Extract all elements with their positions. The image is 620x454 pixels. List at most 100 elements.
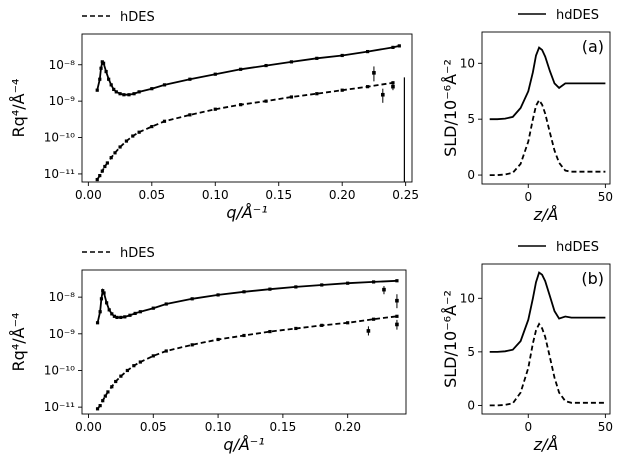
data-point (118, 145, 122, 149)
x-tick-label: 0.10 (202, 188, 229, 202)
y-tick-label: 10⁻¹¹ (44, 167, 75, 181)
data-point (391, 84, 395, 89)
y-axis-label: SLD/10⁻⁶Å⁻² (441, 59, 460, 157)
data-point (391, 81, 395, 85)
solid-fit-line (96, 45, 400, 96)
legend: hDES (82, 10, 155, 25)
data-point (346, 281, 350, 285)
data-point (365, 85, 370, 89)
data-point (102, 291, 106, 295)
data-point (119, 374, 123, 378)
x-tick-label: 50 (598, 420, 613, 434)
data-point (105, 161, 109, 165)
data-point (95, 321, 100, 325)
data-point (372, 280, 376, 284)
data-point (101, 289, 105, 293)
data-point (190, 343, 194, 347)
data-point (122, 93, 126, 97)
data-point (391, 45, 395, 49)
data-point (242, 290, 246, 294)
data-point (103, 394, 107, 398)
panel-sld-b: 0 50 0 5 10 z/Å SLD/10⁻⁶Å⁻² (b) hdDES (441, 240, 613, 454)
x-tick-label: 0 (524, 420, 532, 434)
data-point (162, 119, 167, 123)
data-point (381, 92, 385, 97)
data-point (164, 349, 168, 353)
panel-label: (a) (582, 37, 604, 56)
data-point (114, 90, 118, 94)
data-point (138, 310, 142, 314)
y-tick-label: 10 (460, 56, 475, 70)
data-point (150, 124, 154, 129)
data-point (289, 60, 294, 64)
solid-fit-line (489, 271, 606, 353)
panel-reflectivity-a: 0.00 0.05 0.10 0.15 0.20 0.25 10⁻¹¹ 10⁻¹⁰ 10⁻⁹ 10… (9, 10, 419, 222)
dashed-fit-line (489, 98, 606, 177)
data-point (119, 315, 123, 320)
data-point (365, 49, 370, 54)
data-point (346, 321, 350, 325)
data-point (268, 329, 272, 334)
y-tick-label: 10⁻⁸ (49, 58, 76, 72)
y-axis-label: Rq⁴/Å⁻⁴ (9, 79, 28, 138)
data-point (98, 77, 102, 81)
data-point (138, 360, 142, 364)
x-axis-label: z/Å (533, 435, 559, 454)
data-point (239, 103, 243, 107)
data-point (294, 326, 298, 331)
data-point (242, 333, 246, 338)
data-point (133, 311, 137, 316)
data-point (106, 390, 110, 394)
data-point (110, 385, 114, 389)
y-tick-label: 0 (467, 168, 475, 182)
data-point (213, 107, 217, 111)
data-point (188, 77, 192, 81)
data-point (103, 164, 107, 169)
data-point (340, 88, 344, 92)
y-tick-label: 5 (467, 345, 475, 359)
data-point (315, 56, 319, 60)
data-point (382, 287, 386, 292)
y-tick-label: 10⁻⁸ (49, 290, 76, 304)
x-tick-label: 0.25 (392, 188, 419, 202)
data-point (151, 354, 155, 358)
data-point (107, 77, 111, 81)
solid-fit-line (489, 46, 606, 121)
data-point (110, 312, 114, 316)
data-point (320, 323, 324, 327)
data-point (137, 130, 141, 134)
data-point (98, 173, 102, 178)
data-point (99, 297, 104, 301)
data-point (264, 99, 268, 103)
data-point (239, 67, 243, 71)
data-point (213, 72, 217, 76)
y-tick-label: 10⁻¹⁰ (44, 363, 75, 377)
legend-label: hDES (120, 246, 155, 261)
data-point (216, 293, 220, 297)
x-tick-label: 0 (524, 190, 532, 204)
y-tick-label: 5 (467, 112, 475, 126)
data-point (123, 315, 127, 319)
plot-frame (481, 263, 611, 415)
data-point (289, 95, 294, 99)
data-point (131, 134, 135, 138)
x-tick-label: 0.10 (205, 420, 232, 434)
y-tick-label: 0 (467, 398, 475, 412)
dashed-fit-line (96, 81, 394, 181)
data-point (98, 310, 102, 314)
data-point (340, 53, 344, 58)
data-point (125, 368, 129, 373)
y-tick-label: 10⁻¹¹ (44, 400, 75, 414)
data-point (366, 329, 371, 333)
data-point (294, 285, 298, 289)
data-point (98, 404, 102, 408)
legend: hdDES (518, 240, 599, 255)
data-point (95, 177, 99, 182)
legend-label: hdDES (556, 8, 599, 23)
data-point (124, 139, 129, 143)
y-tick-label: 10 (460, 291, 475, 305)
legend: hDES (82, 246, 155, 261)
data-point (114, 379, 118, 384)
data-point (104, 69, 108, 74)
